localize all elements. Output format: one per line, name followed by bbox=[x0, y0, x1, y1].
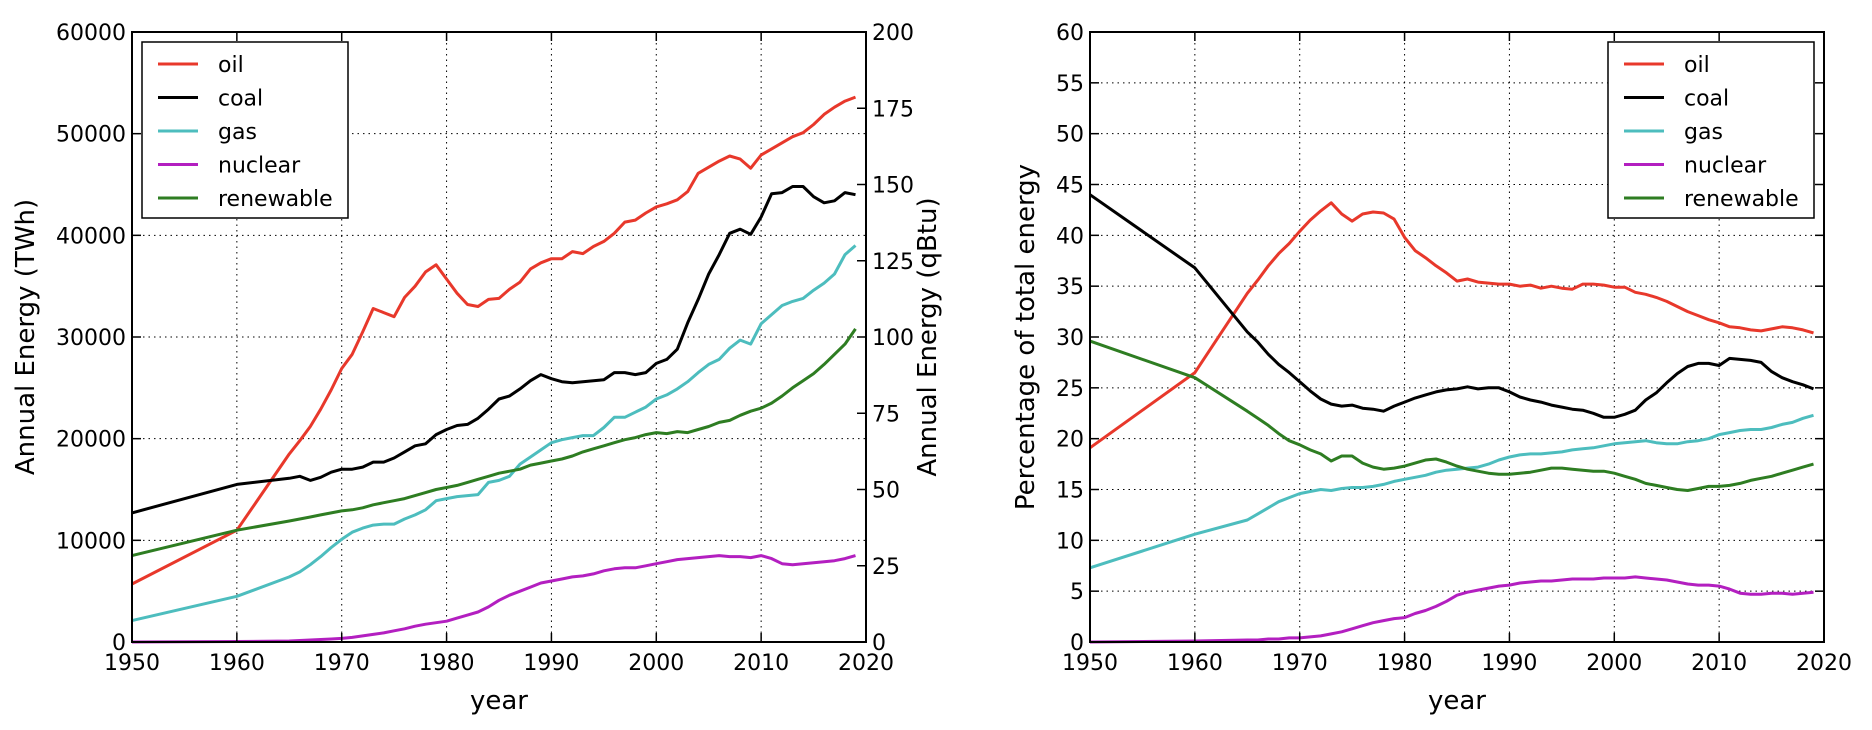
x-tick-label: 2000 bbox=[1586, 651, 1642, 676]
legend-item-oil: oil bbox=[158, 53, 244, 78]
legend: oil coal gas nuclear renewable bbox=[1607, 41, 1815, 219]
right-chart-energy-share: 1950 1960 1970 1980 1990 2000 2010 2020 0 5 10 15 20… bbox=[1011, 21, 1852, 716]
y2-tick-label: 125 bbox=[872, 250, 914, 275]
y2-axis: 0 25 50 75 100 125 150 175 200 Annual Energy (qBt… bbox=[857, 21, 943, 656]
x-tick-label: 1970 bbox=[314, 651, 370, 676]
legend-box bbox=[141, 41, 349, 219]
legend-label-renewable: renewable bbox=[1684, 187, 1799, 212]
series-line-nuclear bbox=[131, 554, 856, 644]
y-tick-label: 30 bbox=[1056, 326, 1084, 351]
x-axis: 1950 1960 1970 1980 1990 2000 2010 2020 bbox=[104, 32, 894, 676]
legend-item-oil: oil bbox=[1624, 53, 1710, 78]
x-tick-label: 1980 bbox=[1377, 651, 1433, 676]
legend-label-nuclear: nuclear bbox=[1684, 154, 1767, 179]
y2-tick-label: 150 bbox=[872, 174, 914, 199]
series-line-gas bbox=[1089, 413, 1814, 570]
y-tick-label: 40000 bbox=[56, 224, 126, 249]
legend-label-renewable: renewable bbox=[218, 187, 333, 212]
legend: oil coal gas nuclear renewable bbox=[141, 41, 349, 219]
series-line-oil bbox=[1089, 201, 1814, 450]
y-tick-label: 45 bbox=[1056, 174, 1084, 199]
legend-item-nuclear: nuclear bbox=[158, 154, 301, 179]
y2-tick-label: 0 bbox=[872, 631, 886, 656]
y-tick-label: 10000 bbox=[56, 529, 126, 554]
y-tick-label: 60 bbox=[1056, 21, 1084, 46]
series-line-oil bbox=[131, 95, 857, 586]
x-tick-label: 1970 bbox=[1272, 651, 1328, 676]
y-axis: 0 10000 20000 30000 40000 50000 60000 bbox=[56, 21, 141, 656]
x-tick-label: 1950 bbox=[104, 651, 160, 676]
y-tick-label: 20000 bbox=[56, 428, 126, 453]
y2-tick-label: 50 bbox=[872, 479, 900, 504]
legend-item-coal: coal bbox=[1624, 87, 1729, 112]
y-axis: 0 5 10 15 20 25 30 35 40 45 50 55 60 bbox=[1056, 21, 1824, 656]
series-line-renewable bbox=[131, 328, 857, 558]
x-tick-label: 1980 bbox=[419, 651, 475, 676]
x-tick-label: 1960 bbox=[1167, 651, 1223, 676]
series-line-gas bbox=[131, 244, 857, 623]
y-tick-label: 60000 bbox=[56, 21, 126, 46]
legend-label-coal: coal bbox=[218, 87, 263, 112]
legend-label-oil: oil bbox=[218, 53, 244, 78]
y-axis-label: Percentage of total energy bbox=[1011, 164, 1041, 510]
y-tick-label: 0 bbox=[1070, 631, 1084, 656]
series-lines bbox=[1089, 193, 1815, 644]
y-tick-label: 5 bbox=[1070, 580, 1084, 605]
left-chart-annual-energy: 1950 1960 1970 1980 1990 2000 2010 202001000020… bbox=[11, 21, 943, 716]
x-axis-label: year bbox=[1428, 686, 1486, 716]
x-tick-label: 2020 bbox=[1796, 651, 1852, 676]
legend-item-renewable: renewable bbox=[158, 187, 333, 212]
x-tick-label: 1990 bbox=[523, 651, 579, 676]
legend-label-oil: oil bbox=[1684, 53, 1710, 78]
x-tick-label: 2020 bbox=[838, 651, 894, 676]
legend-label-nuclear: nuclear bbox=[218, 154, 301, 179]
legend-item-coal: coal bbox=[158, 87, 263, 112]
legend-label-coal: coal bbox=[1684, 87, 1729, 112]
legend-label-gas: gas bbox=[218, 120, 257, 145]
y-tick-label: 15 bbox=[1056, 479, 1084, 504]
y-tick-label: 55 bbox=[1056, 72, 1084, 97]
y-tick-label: 10 bbox=[1056, 529, 1084, 554]
y-tick-label: 25 bbox=[1056, 377, 1084, 402]
series-line-renewable bbox=[1089, 339, 1814, 492]
y-tick-label: 20 bbox=[1056, 428, 1084, 453]
x-tick-label: 1950 bbox=[1062, 651, 1118, 676]
y-tick-label: 35 bbox=[1056, 275, 1084, 300]
y2-tick-label: 75 bbox=[872, 402, 900, 427]
series-line-coal bbox=[1089, 193, 1815, 419]
x-axis: 1950 1960 1970 1980 1990 2000 2010 2020 bbox=[1062, 32, 1852, 676]
y-tick-label: 40 bbox=[1056, 224, 1084, 249]
y-tick-label: 0 bbox=[112, 631, 126, 656]
y2-tick-label: 200 bbox=[872, 21, 914, 46]
x-tick-label: 1960 bbox=[209, 651, 265, 676]
y-tick-label: 50000 bbox=[56, 123, 126, 148]
x-tick-label: 2010 bbox=[1691, 651, 1747, 676]
legend-item-gas: gas bbox=[158, 120, 257, 145]
x-tick-label: 2010 bbox=[733, 651, 789, 676]
y-tick-label: 30000 bbox=[56, 326, 126, 351]
y2-tick-label: 25 bbox=[872, 555, 900, 580]
series-lines bbox=[131, 95, 857, 644]
x-tick-label: 1990 bbox=[1481, 651, 1537, 676]
y2-tick-label: 100 bbox=[872, 326, 914, 351]
x-tick-label: 2000 bbox=[628, 651, 684, 676]
y2-axis-label: Annual Energy (qBtu) bbox=[913, 197, 943, 476]
y2-tick-label: 175 bbox=[872, 97, 914, 122]
legend-label-gas: gas bbox=[1684, 120, 1723, 145]
series-line-nuclear bbox=[1089, 575, 1814, 644]
legend-item-gas: gas bbox=[1624, 120, 1723, 145]
y-tick-label: 50 bbox=[1056, 123, 1084, 148]
legend-item-renewable: renewable bbox=[1624, 187, 1799, 212]
x-axis-label: year bbox=[470, 686, 528, 716]
legend-item-nuclear: nuclear bbox=[1624, 154, 1767, 179]
y-axis-label: Annual Energy (TWh) bbox=[11, 199, 41, 475]
series-line-coal bbox=[131, 185, 856, 515]
